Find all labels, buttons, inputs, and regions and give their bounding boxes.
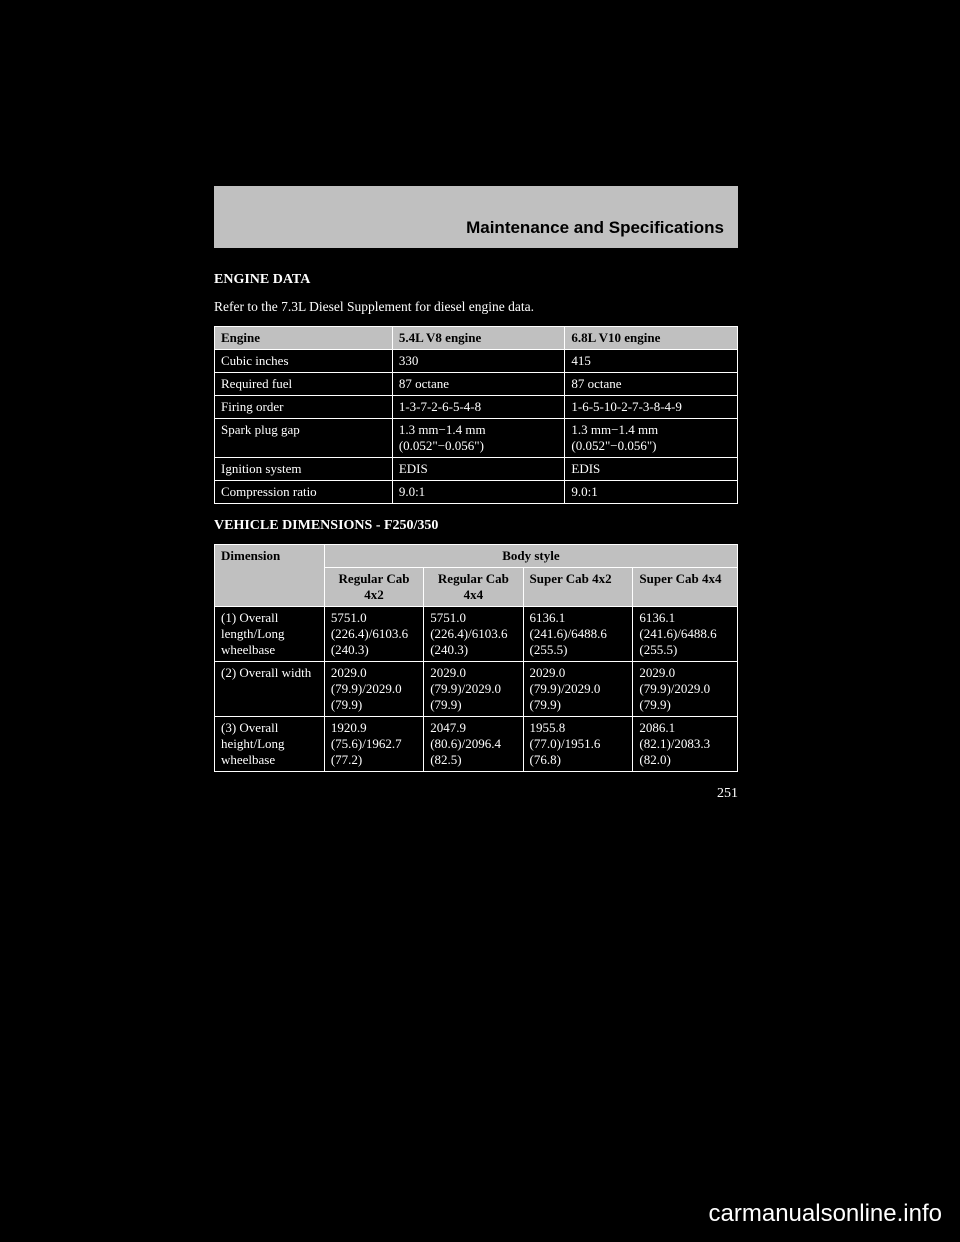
dim-sub-hdr: Regular Cab 4x2 (324, 568, 423, 607)
table-cell: Required fuel (215, 373, 393, 396)
table-cell: (2) Overall width (215, 662, 325, 717)
dim-body-style-hdr: Body style (324, 545, 737, 568)
table-row: (1) Overall length/Long wheelbase 5751.0… (215, 607, 738, 662)
engine-data-table: Engine 5.4L V8 engine 6.8L V10 engine Cu… (214, 326, 738, 504)
table-cell: 2029.0 (79.9)/2029.0 (79.9) (324, 662, 423, 717)
table-row: (3) Overall height/Long wheelbase 1920.9… (215, 717, 738, 772)
engine-col-hdr: 5.4L V8 engine (392, 327, 565, 350)
dimensions-table: Dimension Body style Regular Cab 4x2 Reg… (214, 544, 738, 772)
table-row: Cubic inches330415 (215, 350, 738, 373)
table-cell: 6136.1 (241.6)/6488.6 (255.5) (633, 607, 738, 662)
table-cell: 1920.9 (75.6)/1962.7 (77.2) (324, 717, 423, 772)
engine-col-hdr: Engine (215, 327, 393, 350)
table-cell: 2029.0 (79.9)/2029.0 (79.9) (424, 662, 523, 717)
engine-col-hdr: 6.8L V10 engine (565, 327, 738, 350)
table-cell: Firing order (215, 396, 393, 419)
watermark-text: carmanualsonline.info (709, 1200, 942, 1228)
table-cell: 415 (565, 350, 738, 373)
table-cell: 6136.1 (241.6)/6488.6 (255.5) (523, 607, 633, 662)
table-cell: 330 (392, 350, 565, 373)
table-cell: EDIS (565, 458, 738, 481)
table-row: Firing order1-3-7-2-6-5-4-81-6-5-10-2-7-… (215, 396, 738, 419)
header-title: Maintenance and Specifications (466, 218, 724, 238)
table-cell: EDIS (392, 458, 565, 481)
table-cell: (1) Overall length/Long wheelbase (215, 607, 325, 662)
section-title-engine: ENGINE DATA (214, 272, 738, 288)
table-cell: 87 octane (565, 373, 738, 396)
page-container: Maintenance and Specifications ENGINE DA… (214, 186, 738, 802)
header-bar: Maintenance and Specifications (214, 186, 738, 248)
table-cell: 5751.0 (226.4)/6103.6 (240.3) (424, 607, 523, 662)
table-cell: 2047.9 (80.6)/2096.4 (82.5) (424, 717, 523, 772)
table-cell: 9.0:1 (565, 481, 738, 504)
table-row: Engine 5.4L V8 engine 6.8L V10 engine (215, 327, 738, 350)
page-number: 251 (214, 786, 738, 802)
table-cell: 87 octane (392, 373, 565, 396)
table-cell: 1-3-7-2-6-5-4-8 (392, 396, 565, 419)
table-cell: Spark plug gap (215, 419, 393, 458)
table-cell: Ignition system (215, 458, 393, 481)
table-cell: 2086.1 (82.1)/2083.3 (82.0) (633, 717, 738, 772)
table-cell: 1.3 mm−1.4 mm (0.052"−0.056") (392, 419, 565, 458)
table-row: (2) Overall width 2029.0 (79.9)/2029.0 (… (215, 662, 738, 717)
table-row: Dimension Body style (215, 545, 738, 568)
table-cell: 5751.0 (226.4)/6103.6 (240.3) (324, 607, 423, 662)
table-cell: 1.3 mm−1.4 mm (0.052"−0.056") (565, 419, 738, 458)
table-row: Required fuel87 octane87 octane (215, 373, 738, 396)
table-cell: (3) Overall height/Long wheelbase (215, 717, 325, 772)
table-cell: 9.0:1 (392, 481, 565, 504)
table-cell: 1955.8 (77.0)/1951.6 (76.8) (523, 717, 633, 772)
table-cell: 1-6-5-10-2-7-3-8-4-9 (565, 396, 738, 419)
dim-sub-hdr: Super Cab 4x2 (523, 568, 633, 607)
dim-col-hdr: Dimension (215, 545, 325, 607)
table-row: Spark plug gap1.3 mm−1.4 mm (0.052"−0.05… (215, 419, 738, 458)
table-cell: Compression ratio (215, 481, 393, 504)
section-title-dimensions: VEHICLE DIMENSIONS - F250/350 (214, 518, 738, 534)
table-row: Ignition systemEDISEDIS (215, 458, 738, 481)
engine-intro-text: Refer to the 7.3L Diesel Supplement for … (214, 298, 738, 316)
table-row: Compression ratio9.0:19.0:1 (215, 481, 738, 504)
table-cell: 2029.0 (79.9)/2029.0 (79.9) (633, 662, 738, 717)
table-cell: 2029.0 (79.9)/2029.0 (79.9) (523, 662, 633, 717)
table-cell: Cubic inches (215, 350, 393, 373)
dim-sub-hdr: Super Cab 4x4 (633, 568, 738, 607)
dim-sub-hdr: Regular Cab 4x4 (424, 568, 523, 607)
